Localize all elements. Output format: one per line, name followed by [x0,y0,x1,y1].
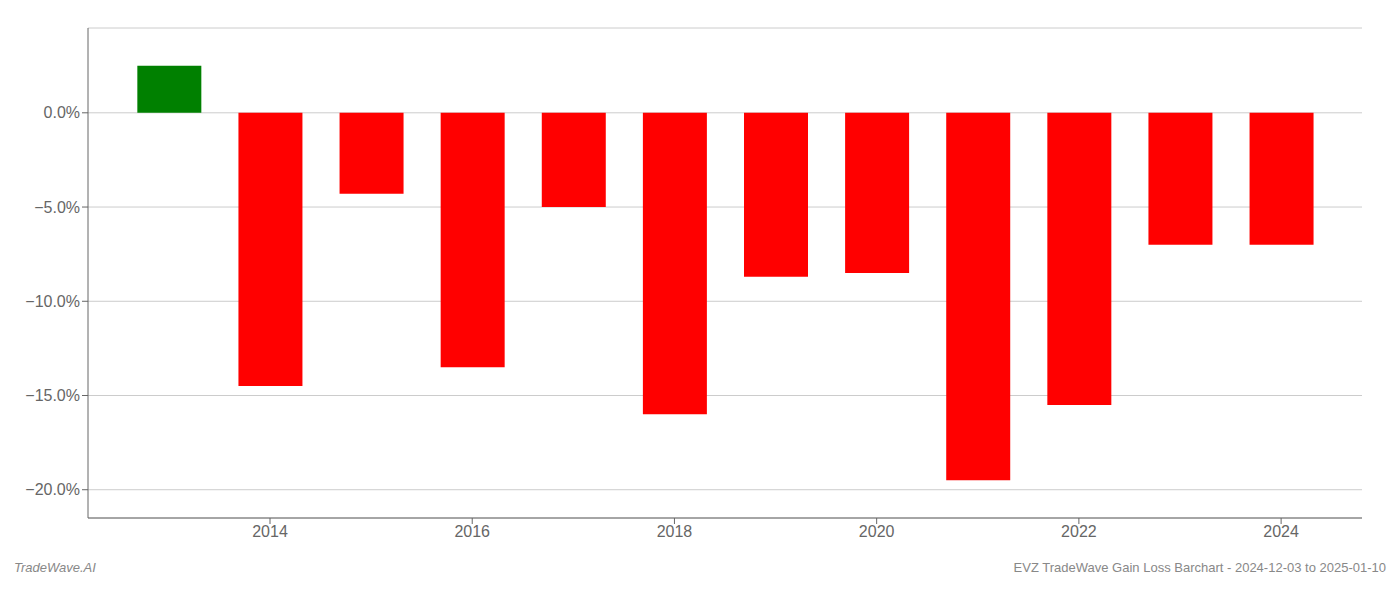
svg-text:−15.0%: −15.0% [25,387,80,404]
svg-text:0.0%: 0.0% [44,104,80,121]
svg-text:2024: 2024 [1263,523,1299,540]
svg-text:2016: 2016 [454,523,490,540]
svg-text:2018: 2018 [657,523,693,540]
svg-text:−20.0%: −20.0% [25,481,80,498]
svg-text:−10.0%: −10.0% [25,293,80,310]
svg-text:−5.0%: −5.0% [34,199,80,216]
html-text:TradeWave.AI: TradeWave.AI [14,560,96,575]
html-text:EVZ TradeWave Gain Loss Barcha: EVZ TradeWave Gain Loss Barchart - 2024-… [1013,560,1386,575]
svg-text:2022: 2022 [1061,523,1097,540]
svg-text:2014: 2014 [252,523,288,540]
svg-text:2020: 2020 [859,523,895,540]
